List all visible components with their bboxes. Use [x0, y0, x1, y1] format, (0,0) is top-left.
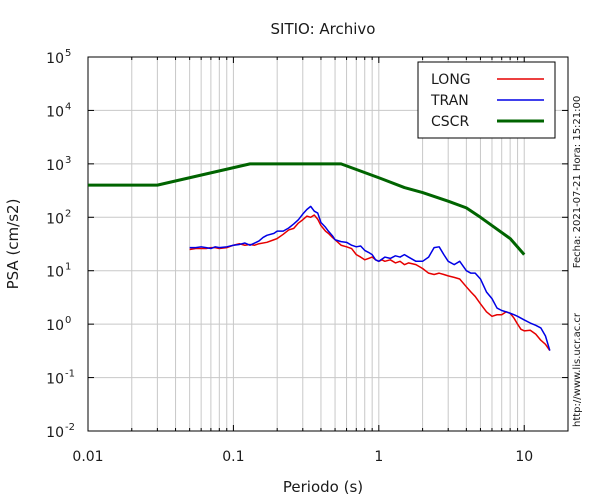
series-line-cscr — [88, 162, 526, 256]
y-tick-exponent: 4 — [65, 101, 71, 112]
plot-frame — [87, 56, 569, 432]
x-tick-label: 0.01 — [72, 449, 103, 465]
grid — [87, 56, 569, 432]
x-tick-label: 1 — [374, 449, 383, 465]
y-tick-label: 10 — [46, 158, 64, 174]
legend-label-tran: TRAN — [430, 93, 469, 109]
chart-title: SITIO: Archivo — [271, 20, 376, 38]
y-tick-label: 10 — [46, 318, 64, 334]
tick-marks — [87, 56, 569, 432]
y-tick-exponent: 1 — [65, 262, 71, 273]
legend: LONG TRAN CSCR — [417, 61, 556, 139]
series-layer — [88, 162, 551, 352]
y-tick-label: 10 — [46, 104, 64, 120]
legend-label-long: LONG — [431, 72, 471, 88]
side-date-text: Fecha: 2021-07-21 Hora: 15:21:00 — [572, 96, 583, 269]
y-tick-exponent: 3 — [65, 155, 71, 166]
x-tick-labels: 0.01 0.1 1 10 — [72, 449, 533, 465]
series-line-tran — [189, 205, 551, 351]
y-tick-exponent: -1 — [65, 369, 75, 380]
legend-label-cscr: CSCR — [431, 114, 469, 130]
y-tick-exponent: 5 — [65, 48, 71, 59]
y-tick-label: 10 — [46, 265, 64, 281]
y-tick-label: 10 — [46, 425, 64, 441]
y-tick-label: 10 — [46, 211, 64, 227]
y-axis-label: PSA (cm/s2) — [4, 199, 22, 290]
y-tick-exponent: 0 — [65, 315, 71, 326]
x-axis-label: Periodo (s) — [283, 478, 363, 496]
x-tick-label: 10 — [515, 449, 533, 465]
legend-box — [417, 61, 556, 139]
series-line-long — [189, 214, 551, 352]
y-tick-exponent: 2 — [65, 208, 71, 219]
side-url-text: http://www.lis.ucr.ac.cr — [572, 312, 583, 427]
y-tick-exponent: -2 — [65, 422, 75, 433]
x-tick-label: 0.1 — [222, 449, 244, 465]
y-tick-label: 10 — [46, 51, 64, 67]
y-tick-label: 10 — [46, 372, 64, 388]
